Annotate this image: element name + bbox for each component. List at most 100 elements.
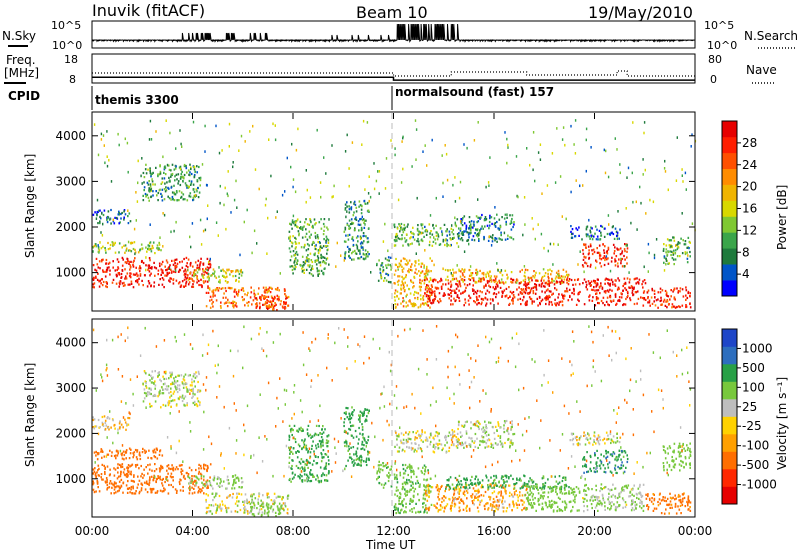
range-gate-cell xyxy=(174,385,176,387)
range-gate-cell xyxy=(299,227,301,229)
range-gate-cell xyxy=(402,504,404,506)
range-gate-cell xyxy=(191,378,193,380)
range-gate-cell xyxy=(358,414,360,416)
range-gate-cell xyxy=(508,297,510,299)
range-gate-cell xyxy=(429,244,431,246)
range-gate-cell xyxy=(686,247,688,249)
range-gate-cell xyxy=(290,236,292,238)
range-gate-cell xyxy=(208,279,210,281)
range-gate-cell xyxy=(113,492,115,494)
range-gate-cell xyxy=(481,298,483,300)
range-gate-cell xyxy=(397,291,399,293)
range-gate-cell xyxy=(446,228,448,230)
range-gate-cell xyxy=(423,266,424,269)
range-gate-cell xyxy=(533,131,534,134)
range-gate-cell xyxy=(405,241,407,243)
range-gate-cell xyxy=(608,279,610,281)
range-gate-cell xyxy=(310,474,312,476)
range-gate-cell xyxy=(395,512,397,514)
range-gate-cell xyxy=(620,292,622,294)
range-gate-cell xyxy=(234,296,236,298)
range-gate-cell xyxy=(317,456,319,458)
range-gate-cell xyxy=(102,223,103,226)
range-gate-cell xyxy=(647,301,649,303)
range-gate-cell xyxy=(164,489,166,491)
range-gate-cell xyxy=(235,510,237,512)
range-gate-cell xyxy=(176,404,178,406)
range-gate-cell xyxy=(145,466,147,468)
range-gate-cell xyxy=(297,450,299,452)
range-gate-cell xyxy=(405,274,407,276)
range-gate-cell xyxy=(307,243,309,245)
range-gate-cell xyxy=(267,217,268,220)
range-gate-cell xyxy=(361,247,363,249)
colorbar-swatch xyxy=(722,280,737,296)
range-gate-cell xyxy=(345,228,347,230)
range-gate-cell xyxy=(566,271,568,273)
range-gate-cell xyxy=(212,493,214,495)
range-gate-cell xyxy=(639,279,641,281)
range-gate-cell xyxy=(397,303,399,305)
range-gate-cell xyxy=(109,262,111,264)
range-gate-cell xyxy=(475,282,477,284)
range-gate-cell xyxy=(369,175,370,178)
range-gate-cell xyxy=(109,474,111,476)
range-gate-cell xyxy=(109,469,111,471)
range-gate-cell xyxy=(282,306,284,308)
range-gate-cell xyxy=(585,286,587,288)
range-gate-cell xyxy=(310,451,312,453)
range-gate-cell xyxy=(685,295,687,297)
range-gate-cell xyxy=(563,281,565,283)
range-gate-cell xyxy=(190,196,192,198)
range-gate-cell xyxy=(343,425,345,427)
range-gate-cell xyxy=(490,236,492,238)
range-gate-cell xyxy=(395,264,397,266)
range-gate-cell xyxy=(368,192,369,195)
range-gate-cell xyxy=(464,283,466,285)
range-gate-cell xyxy=(147,391,149,393)
range-gate-cell xyxy=(314,223,316,225)
range-gate-cell xyxy=(426,229,428,231)
range-gate-cell xyxy=(400,474,402,476)
range-gate-cell xyxy=(315,237,316,240)
range-gate-cell xyxy=(123,482,125,484)
range-gate-cell xyxy=(157,273,159,275)
range-gate-cell xyxy=(282,194,283,197)
range-gate-cell xyxy=(189,195,190,198)
range-gate-cell xyxy=(253,502,255,504)
range-gate-cell xyxy=(395,303,397,305)
range-gate-cell xyxy=(608,176,609,179)
range-gate-cell xyxy=(422,223,424,225)
range-gate-cell xyxy=(299,467,301,469)
range-gate-cell xyxy=(410,485,412,487)
range-gate-cell xyxy=(124,278,126,280)
range-gate-cell xyxy=(98,419,100,421)
range-gate-cell xyxy=(292,428,294,430)
range-gate-cell xyxy=(309,237,311,239)
range-gate-cell xyxy=(471,239,473,241)
range-gate-cell xyxy=(145,168,147,170)
range-gate-cell xyxy=(594,289,596,291)
range-gate-cell xyxy=(378,461,380,463)
range-gate-cell xyxy=(352,141,353,144)
range-gate-cell xyxy=(101,133,102,136)
range-gate-cell xyxy=(319,480,321,482)
range-gate-cell xyxy=(154,463,156,465)
range-gate-cell xyxy=(172,476,174,478)
range-gate-cell xyxy=(191,475,193,477)
range-gate-cell xyxy=(262,494,264,496)
range-gate-cell xyxy=(130,452,132,454)
range-gate-cell xyxy=(112,419,114,421)
range-gate-cell xyxy=(164,165,166,167)
range-gate-cell xyxy=(364,439,366,441)
range-gate-cell xyxy=(260,500,262,502)
range-gate-cell xyxy=(219,495,221,497)
range-gate-cell xyxy=(439,298,441,300)
range-gate-cell xyxy=(679,242,681,244)
range-gate-cell xyxy=(619,296,621,298)
range-gate-cell xyxy=(159,278,161,280)
range-gate-cell xyxy=(421,280,423,282)
range-gate-cell xyxy=(126,475,128,477)
range-gate-cell xyxy=(477,233,479,235)
